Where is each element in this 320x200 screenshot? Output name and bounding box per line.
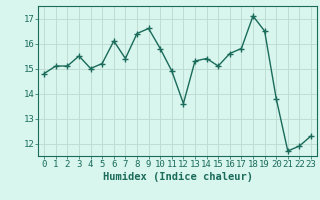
X-axis label: Humidex (Indice chaleur): Humidex (Indice chaleur) xyxy=(103,172,252,182)
